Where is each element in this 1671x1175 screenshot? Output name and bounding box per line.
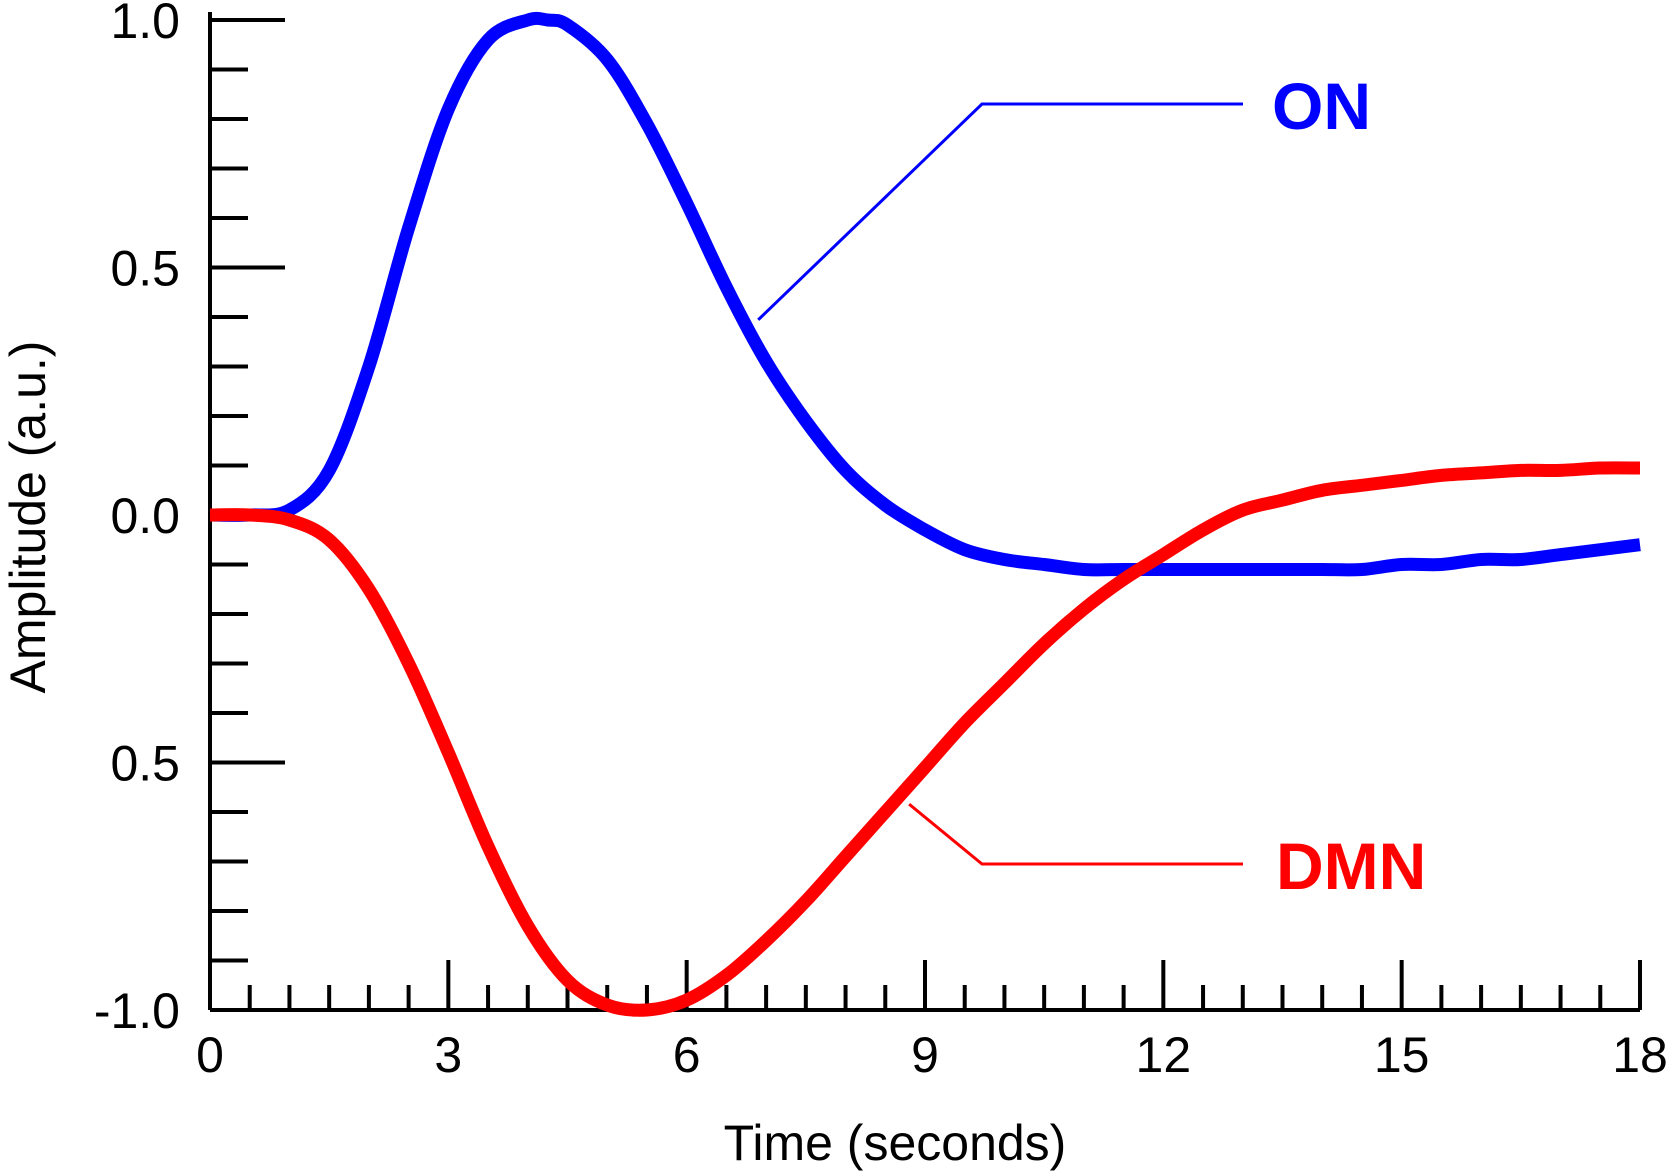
x-tick-label: 18 xyxy=(1612,1027,1668,1083)
x-tick-label: 9 xyxy=(911,1027,939,1083)
series-line-dmn xyxy=(209,461,1641,1017)
series-label-on: ON xyxy=(1272,69,1371,143)
y-tick-label: -1.0 xyxy=(94,983,180,1039)
y-tick-label: 0.0 xyxy=(110,488,180,544)
x-tick-label: 12 xyxy=(1136,1027,1192,1083)
y-tick-label: 1.0 xyxy=(110,0,180,49)
series-layer xyxy=(209,11,1641,1017)
y-tick-label: 0.5 xyxy=(110,736,180,792)
x-axis-label: Time (seconds) xyxy=(724,1115,1067,1171)
leader-line-dmn xyxy=(908,803,1243,866)
leader-line-on xyxy=(757,102,1243,321)
series-label-dmn: DMN xyxy=(1276,829,1426,903)
x-tick-label: 6 xyxy=(673,1027,701,1083)
series-line-on xyxy=(209,11,1641,577)
x-tick-label: 3 xyxy=(434,1027,462,1083)
axes: 1.0 0.5 0.0 0.5 -1.0 0 3 6 9 12 15 18 xyxy=(94,0,1668,1083)
annotation-layer: ON DMN xyxy=(757,69,1426,903)
x-tick-label: 15 xyxy=(1374,1027,1430,1083)
y-tick-label: 0.5 xyxy=(110,241,180,297)
x-tick-label: 0 xyxy=(196,1027,224,1083)
y-axis-label: Amplitude (a.u.) xyxy=(0,341,56,694)
